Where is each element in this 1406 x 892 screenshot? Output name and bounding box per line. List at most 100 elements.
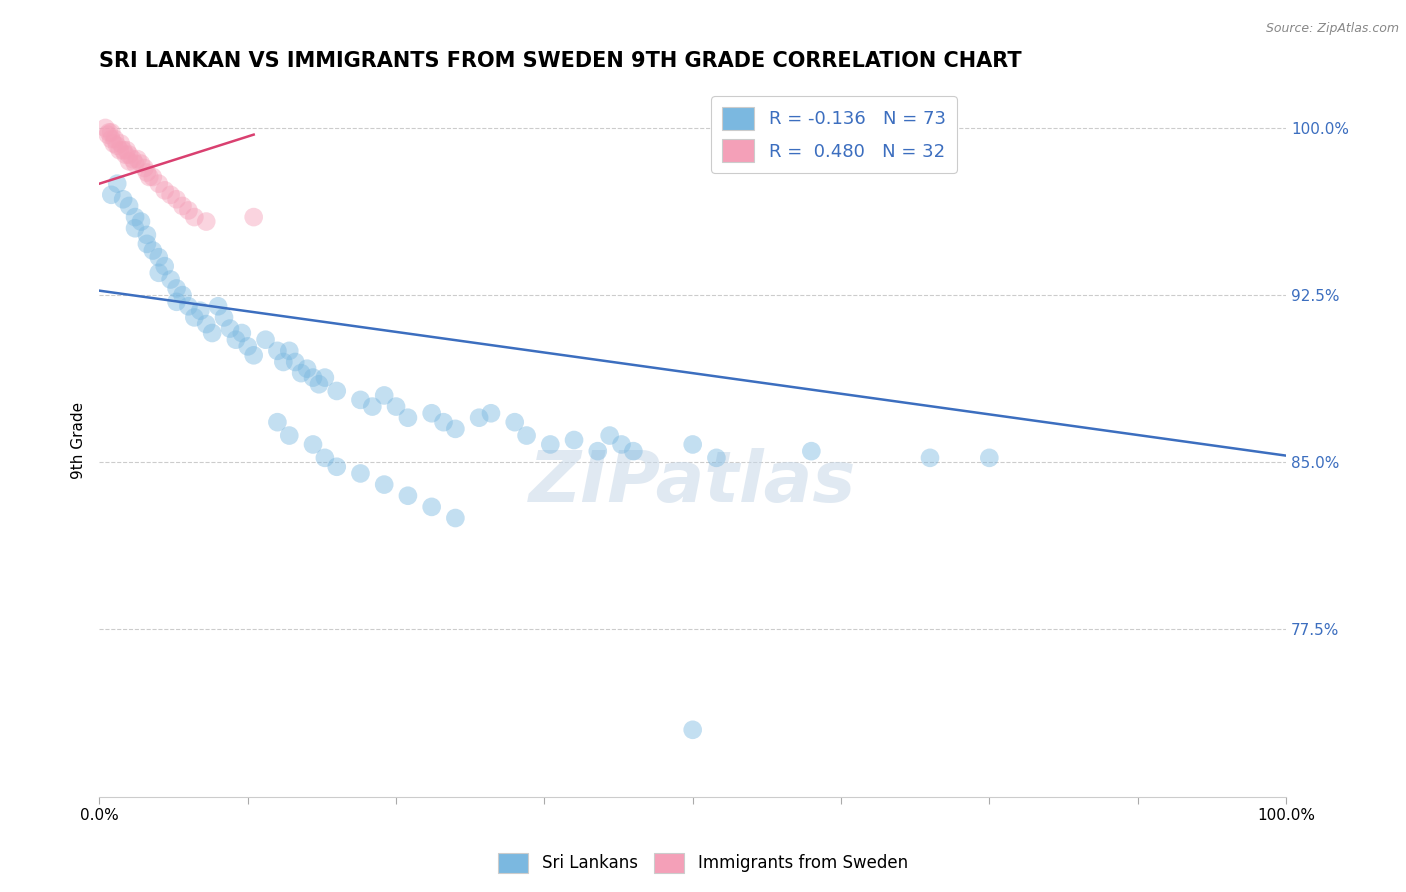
Point xyxy=(148,177,170,191)
Point xyxy=(118,154,141,169)
Point xyxy=(112,143,135,157)
Point xyxy=(166,281,188,295)
Point xyxy=(110,136,132,151)
Point xyxy=(278,343,301,358)
Point xyxy=(266,415,288,429)
Point xyxy=(219,321,242,335)
Point xyxy=(326,384,349,398)
Point xyxy=(195,317,218,331)
Point xyxy=(682,437,704,451)
Point xyxy=(142,244,165,258)
Point xyxy=(148,266,170,280)
Point xyxy=(105,138,128,153)
Point xyxy=(349,467,371,481)
Point xyxy=(104,132,127,146)
Point xyxy=(302,437,325,451)
Y-axis label: 9th Grade: 9th Grade xyxy=(72,401,86,479)
Text: ZIPatlas: ZIPatlas xyxy=(529,449,856,517)
Point xyxy=(124,156,146,170)
Point xyxy=(284,355,307,369)
Point xyxy=(266,343,288,358)
Point xyxy=(177,299,200,313)
Point xyxy=(420,406,443,420)
Point xyxy=(610,437,633,451)
Point xyxy=(207,299,229,313)
Point xyxy=(918,450,941,465)
Point xyxy=(97,125,120,139)
Point xyxy=(118,147,141,161)
Point xyxy=(212,310,235,325)
Point xyxy=(562,433,585,447)
Point xyxy=(444,511,467,525)
Point xyxy=(135,165,157,179)
Point xyxy=(621,444,644,458)
Point xyxy=(114,147,136,161)
Point xyxy=(129,156,152,170)
Point xyxy=(254,333,277,347)
Point xyxy=(385,400,408,414)
Point xyxy=(586,444,609,458)
Point xyxy=(979,450,1001,465)
Point xyxy=(396,410,419,425)
Legend: Sri Lankans, Immigrants from Sweden: Sri Lankans, Immigrants from Sweden xyxy=(492,847,914,880)
Point xyxy=(135,236,157,251)
Point xyxy=(159,187,181,202)
Point xyxy=(444,422,467,436)
Point xyxy=(273,355,295,369)
Point xyxy=(183,210,205,224)
Point xyxy=(100,132,122,146)
Point xyxy=(361,400,384,414)
Text: Source: ZipAtlas.com: Source: ZipAtlas.com xyxy=(1265,22,1399,36)
Point xyxy=(682,723,704,737)
Point xyxy=(538,437,561,451)
Point xyxy=(231,326,253,340)
Point xyxy=(188,303,211,318)
Point xyxy=(142,169,165,184)
Point xyxy=(420,500,443,514)
Point xyxy=(172,199,194,213)
Point xyxy=(100,187,122,202)
Point xyxy=(314,450,336,465)
Point xyxy=(166,192,188,206)
Text: SRI LANKAN VS IMMIGRANTS FROM SWEDEN 9TH GRADE CORRELATION CHART: SRI LANKAN VS IMMIGRANTS FROM SWEDEN 9TH… xyxy=(100,51,1022,70)
Point xyxy=(326,459,349,474)
Point xyxy=(599,428,621,442)
Point xyxy=(166,294,188,309)
Point xyxy=(800,444,823,458)
Point xyxy=(302,370,325,384)
Point xyxy=(242,210,264,224)
Point xyxy=(112,192,135,206)
Point xyxy=(153,259,176,273)
Point xyxy=(432,415,454,429)
Point xyxy=(97,128,120,142)
Point xyxy=(479,406,502,420)
Point xyxy=(135,227,157,242)
Point xyxy=(124,210,146,224)
Point xyxy=(290,366,312,380)
Point xyxy=(177,203,200,218)
Point xyxy=(278,428,301,442)
Point xyxy=(138,169,160,184)
Legend: R = -0.136   N = 73, R =  0.480   N = 32: R = -0.136 N = 73, R = 0.480 N = 32 xyxy=(711,96,956,173)
Point xyxy=(242,348,264,362)
Point xyxy=(108,143,131,157)
Point xyxy=(124,221,146,235)
Point xyxy=(468,410,491,425)
Point xyxy=(295,361,318,376)
Point xyxy=(159,272,181,286)
Point xyxy=(153,183,176,197)
Point xyxy=(314,370,336,384)
Point xyxy=(183,310,205,325)
Point xyxy=(121,152,143,166)
Point xyxy=(373,477,395,491)
Point xyxy=(127,152,149,166)
Point xyxy=(308,377,330,392)
Point xyxy=(503,415,526,429)
Point xyxy=(706,450,728,465)
Point xyxy=(396,489,419,503)
Point xyxy=(349,392,371,407)
Point xyxy=(118,199,141,213)
Point xyxy=(129,214,152,228)
Point xyxy=(94,120,117,135)
Point xyxy=(115,143,138,157)
